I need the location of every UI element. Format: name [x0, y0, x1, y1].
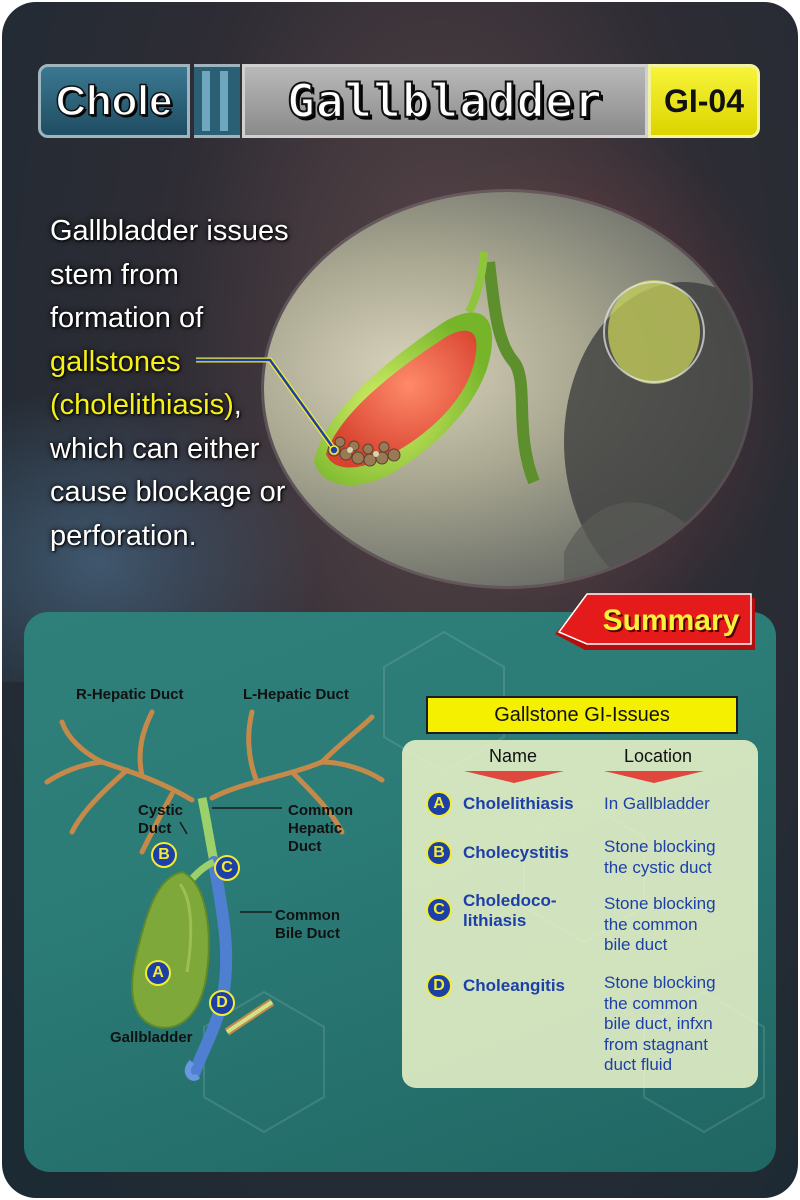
label-cystic-duct-1: Cystic [138, 802, 184, 819]
intro-highlight-cholelithiasis: (cholelithiasis) [50, 389, 234, 421]
row-location: the common [604, 993, 698, 1013]
row-name: Choleangitis [463, 976, 566, 995]
intro-line: Gallbladder issues [50, 215, 289, 247]
gallbladder-illustration [264, 192, 750, 586]
row-location: bile duct [604, 935, 668, 954]
diagram-badge-a: A [145, 960, 171, 986]
row-location: duct fluid [604, 1055, 673, 1074]
label-r-hepatic-duct: R-Hepatic Duct [76, 686, 184, 703]
intro-line: stem from [50, 258, 179, 291]
column-header-name: Name [488, 746, 537, 766]
label-common-hepatic-3: Duct [288, 838, 322, 855]
table-badge-c: C [426, 897, 452, 923]
row-location: the common [604, 914, 698, 934]
column-arrow-location [604, 771, 704, 783]
row-name: lithiasis [463, 911, 527, 930]
table-title: Gallstone GI-Issues [426, 696, 738, 734]
header-title-box: Gallbladder [242, 64, 648, 138]
column-arrow-name [464, 771, 564, 783]
row-name: Cholecystitis [463, 843, 569, 862]
header-code-box: GI-04 [648, 64, 760, 138]
table-badge-a: A [426, 791, 452, 817]
intro-line: cause blockage or [50, 476, 286, 508]
header-category-label: Chole [55, 76, 173, 125]
row-location: Stone blocking [604, 837, 716, 856]
row-location: Stone blocking [604, 894, 716, 913]
row-location: the cystic duct [604, 857, 712, 877]
summary-tag [555, 593, 755, 650]
row-name: Choledoco- [463, 891, 557, 910]
intro-text: Gallbladder issues stem from formation o… [50, 210, 340, 558]
page-title: Gallbladder [286, 73, 603, 129]
row-location: bile duct, infxn [604, 1014, 713, 1033]
row-location: Stone blocking [604, 973, 716, 992]
row-location: from stagnant [604, 1034, 708, 1054]
biliary-tree-diagram [44, 709, 385, 1081]
label-common-bile-2: Bile Duct [275, 925, 341, 942]
intro-line: perforation. [50, 519, 197, 552]
intro-line: which can either [50, 432, 260, 465]
row-location: In Gallbladder [604, 794, 710, 813]
intro-highlight-gallstones: gallstones [50, 345, 181, 378]
label-cystic-duct-2: Duct [138, 820, 172, 837]
label-common-hepatic-1: Common [288, 802, 353, 819]
row-name: Cholelithiasis [463, 794, 574, 813]
intro-comma: , [233, 389, 242, 421]
diagram-badge-b: B [151, 842, 177, 868]
issues-table [402, 740, 758, 1088]
intro-line: formation of [50, 302, 204, 334]
label-common-hepatic-2: Hepatic [288, 820, 343, 837]
diagram-badge-c: C [214, 855, 240, 881]
label-common-bile-1: Common [275, 907, 340, 924]
label-l-hepatic-duct: L-Hepatic Duct [243, 686, 349, 703]
card-code: GI-04 [663, 82, 745, 119]
header-category: Chole [38, 64, 190, 138]
table-badge-b: B [426, 840, 452, 866]
header-divider [194, 64, 240, 138]
diagram-badge-d: D [209, 990, 235, 1016]
pointer-line [196, 357, 339, 455]
label-gallbladder: Gallbladder [110, 1029, 193, 1046]
table-badge-d: D [426, 973, 452, 999]
column-header-location: Location [623, 746, 693, 766]
